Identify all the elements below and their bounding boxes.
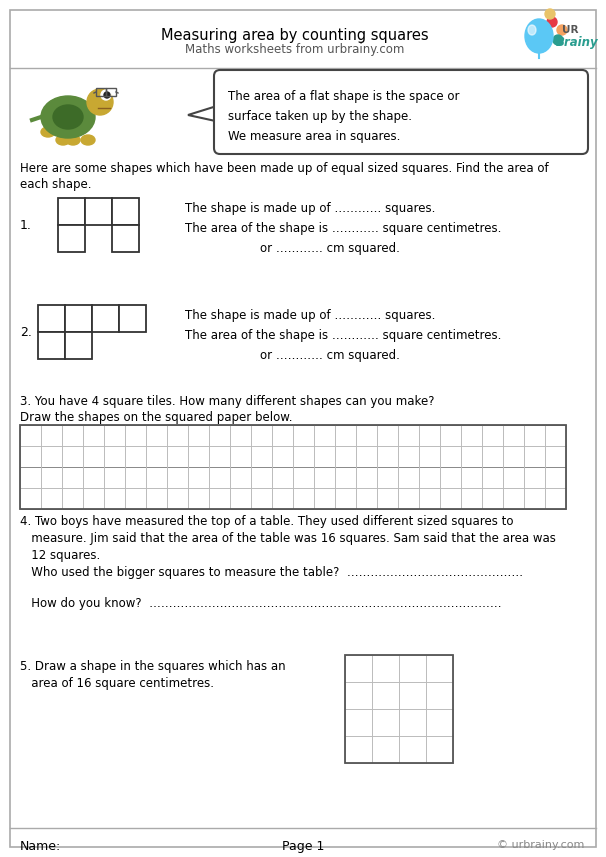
Ellipse shape [53,105,83,129]
Bar [112,225,139,252]
Ellipse shape [41,96,95,138]
Bar [58,198,85,225]
Ellipse shape [66,135,80,145]
Ellipse shape [81,135,95,145]
Text: Name:: Name: [20,840,61,853]
Circle shape [547,17,557,27]
Bar [85,198,112,225]
Bar [96,88,106,96]
Text: The shape is made up of ………… squares.: The shape is made up of ………… squares. [185,202,435,215]
Text: each shape.: each shape. [20,178,92,191]
Circle shape [101,90,111,100]
Text: 12 squares.: 12 squares. [20,549,100,562]
Circle shape [557,25,567,35]
Bar [92,305,119,332]
Text: measure. Jim said that the area of the table was 16 squares. Sam said that the a: measure. Jim said that the area of the t… [20,532,556,545]
Ellipse shape [525,19,553,53]
Text: UR: UR [562,25,579,35]
Text: or ………… cm squared.: or ………… cm squared. [260,242,400,255]
Ellipse shape [528,25,536,35]
Bar [38,305,65,332]
Text: 4. Two boys have measured the top of a table. They used different sized squares : 4. Two boys have measured the top of a t… [20,515,513,528]
Bar [119,305,146,332]
Text: or ………… cm squared.: or ………… cm squared. [260,349,400,362]
Ellipse shape [41,127,55,137]
Text: The area of the shape is ………… square centimetres.: The area of the shape is ………… square cen… [185,222,501,235]
Text: The area of a flat shape is the space or: The area of a flat shape is the space or [228,90,459,103]
Bar [65,305,92,332]
Text: 3. You have 4 square tiles. How many different shapes can you make?: 3. You have 4 square tiles. How many dif… [20,395,435,408]
Bar [106,88,116,96]
Text: Page 1: Page 1 [282,840,324,853]
Text: © urbrainy.com: © urbrainy.com [497,840,584,850]
Bar [38,332,65,359]
Text: 2.: 2. [20,326,32,339]
Text: Here are some shapes which have been made up of equal sized squares. Find the ar: Here are some shapes which have been mad… [20,162,548,175]
Text: 1.: 1. [20,219,32,231]
Circle shape [545,9,555,19]
Text: How do you know?  ………………………………………………………………………………: How do you know? ……………………………………………………………… [20,597,502,610]
Text: Draw the shapes on the squared paper below.: Draw the shapes on the squared paper bel… [20,411,293,424]
Text: surface taken up by the shape.: surface taken up by the shape. [228,110,412,123]
Text: Measuring area by counting squares: Measuring area by counting squares [161,28,429,43]
Text: area of 16 square centimetres.: area of 16 square centimetres. [20,677,214,690]
Bar [345,655,453,763]
Text: 5. Draw a shape in the squares which has an: 5. Draw a shape in the squares which has… [20,660,285,673]
Text: Who used the bigger squares to measure the table?  ………………………………………: Who used the bigger squares to measure t… [20,566,523,579]
Polygon shape [188,105,220,122]
Text: The area of the shape is ………… square centimetres.: The area of the shape is ………… square cen… [185,329,501,342]
Circle shape [104,92,110,98]
Bar [112,198,139,225]
Text: The shape is made up of ………… squares.: The shape is made up of ………… squares. [185,309,435,322]
Text: Brainy: Brainy [556,35,599,49]
Bar [58,225,85,252]
Ellipse shape [56,135,70,145]
Text: Maths worksheets from urbrainy.com: Maths worksheets from urbrainy.com [185,43,405,56]
Bar [20,425,566,509]
Circle shape [87,89,113,115]
FancyBboxPatch shape [214,70,588,154]
Circle shape [553,35,563,45]
Text: We measure area in squares.: We measure area in squares. [228,130,401,143]
Bar [65,332,92,359]
